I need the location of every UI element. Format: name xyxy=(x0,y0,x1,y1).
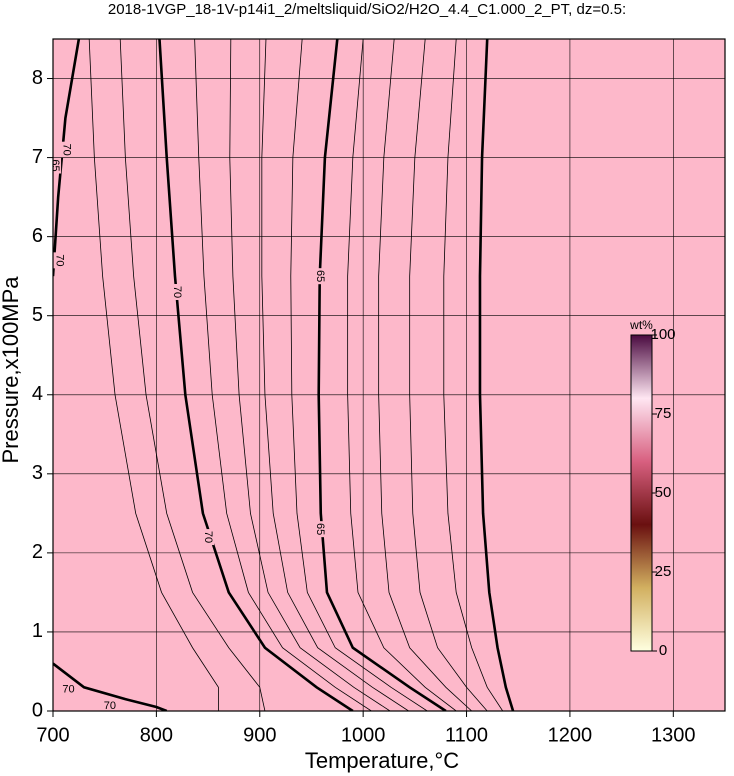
y-tick-label: 0 xyxy=(32,699,43,721)
contour-line xyxy=(347,39,457,711)
contour-label: 70 xyxy=(104,700,116,712)
chart-title: 2018-1VGP_18-1V-p14i1_2/meltsliquid/SiO2… xyxy=(108,1,626,18)
x-tick-label: 1300 xyxy=(651,724,696,746)
contour-label: 70 xyxy=(53,254,65,266)
plot-background xyxy=(53,39,725,711)
contour-label-bg xyxy=(313,268,326,285)
contour-line xyxy=(378,39,472,711)
contour-label-bg xyxy=(313,521,326,538)
contour-line xyxy=(119,39,266,711)
contour-label-bg xyxy=(53,157,62,174)
contour-label-bg xyxy=(202,529,215,546)
contour-line xyxy=(229,39,391,711)
contour-label-bg xyxy=(53,252,66,269)
x-tick-label: 800 xyxy=(140,724,173,746)
x-tick-label: 1100 xyxy=(445,724,488,746)
contour-label: 70 xyxy=(171,286,183,298)
plot-frame xyxy=(52,38,726,712)
x-tick-label: 700 xyxy=(36,724,69,746)
x-tick-label: 1000 xyxy=(341,724,386,746)
contour-line xyxy=(261,39,409,711)
contour-line xyxy=(443,39,504,711)
contour-label-bg xyxy=(101,700,118,711)
contour-line xyxy=(290,39,428,711)
y-tick-label: 6 xyxy=(32,225,43,247)
contour-line xyxy=(317,39,447,711)
contour-label: 65 xyxy=(314,523,326,535)
colorbar-label: wt% xyxy=(629,318,653,332)
x-tick-label: 900 xyxy=(243,724,276,746)
contour-line xyxy=(158,39,354,711)
y-tick-label: 7 xyxy=(32,146,43,168)
contour-label: 65 xyxy=(49,159,61,171)
y-tick-label: 8 xyxy=(32,67,43,89)
y-tick-label: 1 xyxy=(32,620,43,642)
y-tick-label: 3 xyxy=(32,462,43,484)
contour-line xyxy=(194,39,372,711)
contour-line xyxy=(53,662,168,711)
colorbar-tick-label: 75 xyxy=(655,405,672,422)
contour-label: 70 xyxy=(62,684,74,696)
colorbar xyxy=(630,334,653,652)
contour-label-bg xyxy=(60,683,77,696)
contour-line xyxy=(88,39,219,711)
contour-label: 70 xyxy=(202,531,214,543)
colorbar-tick-label: 0 xyxy=(659,642,667,659)
x-tick-label: 1200 xyxy=(548,724,593,746)
y-axis-label: Pressure,x100MPa xyxy=(0,276,23,464)
y-tick-label: 4 xyxy=(32,383,43,405)
contour-label: 70 xyxy=(61,144,73,156)
colorbar-tick-label: 100 xyxy=(650,326,675,343)
x-axis-label: Temperature,°C xyxy=(305,748,459,773)
y-tick-label: 5 xyxy=(32,304,43,326)
contour-line xyxy=(409,39,488,711)
colorbar-tick-label: 50 xyxy=(655,484,672,501)
contour-label: 65 xyxy=(314,270,326,282)
contour-label-bg xyxy=(171,283,184,300)
contour-line xyxy=(478,39,515,711)
y-tick-label: 2 xyxy=(32,541,43,563)
colorbar-tick-label: 25 xyxy=(655,563,672,580)
contour-label-bg xyxy=(60,141,73,158)
